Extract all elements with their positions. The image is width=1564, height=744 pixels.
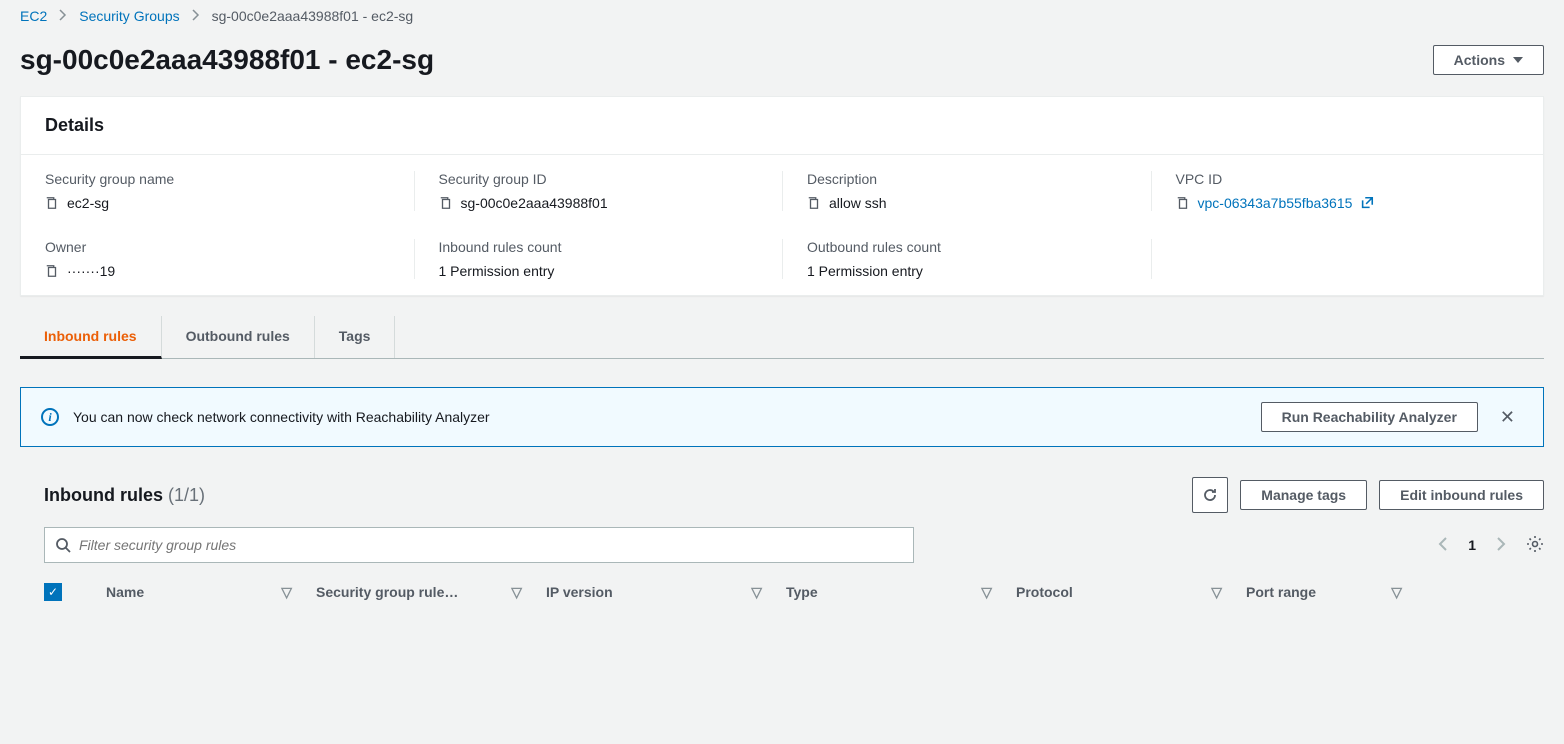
copy-icon[interactable] — [807, 196, 821, 210]
detail-value: 1 Permission entry — [807, 263, 923, 279]
tab-tags[interactable]: Tags — [315, 316, 396, 358]
detail-value: 1 Permission entry — [439, 263, 555, 279]
chevron-right-icon — [192, 8, 200, 24]
search-box[interactable] — [44, 527, 914, 563]
prev-page-button[interactable] — [1434, 532, 1452, 559]
col-protocol[interactable]: Protocol ▽ — [1016, 584, 1246, 601]
copy-icon[interactable] — [1176, 196, 1190, 210]
reachability-banner: i You can now check network connectivity… — [20, 387, 1544, 447]
title-count: (1/1) — [168, 485, 205, 505]
info-icon: i — [41, 408, 59, 426]
actions-label: Actions — [1454, 52, 1505, 68]
detail-label: VPC ID — [1176, 171, 1500, 187]
actions-dropdown[interactable]: Actions — [1433, 45, 1544, 75]
detail-owner: Owner ·······19 — [45, 239, 414, 279]
col-label: Port range — [1246, 584, 1316, 600]
details-panel: Details Security group name ec2-sg Secur… — [20, 96, 1544, 296]
detail-description: Description allow ssh — [782, 171, 1151, 211]
tab-outbound-rules[interactable]: Outbound rules — [162, 316, 315, 358]
col-label: IP version — [546, 584, 613, 600]
col-name[interactable]: Name ▽ — [106, 584, 316, 601]
detail-value: ec2-sg — [67, 195, 109, 211]
search-input[interactable] — [79, 537, 903, 553]
detail-label: Security group name — [45, 171, 394, 187]
breadcrumb: EC2 Security Groups sg-00c0e2aaa43988f01… — [0, 0, 1564, 32]
chevron-right-icon — [59, 8, 67, 24]
table-header-row: ✓ Name ▽ Security group rule… ▽ IP versi… — [20, 575, 1544, 601]
sort-icon: ▽ — [1211, 584, 1222, 601]
detail-label: Outbound rules count — [807, 239, 1131, 255]
tab-inbound-rules[interactable]: Inbound rules — [20, 316, 162, 359]
sort-icon: ▽ — [1391, 584, 1402, 601]
next-page-button[interactable] — [1492, 532, 1510, 559]
copy-icon[interactable] — [439, 196, 453, 210]
col-port-range[interactable]: Port range ▽ — [1246, 584, 1426, 601]
inbound-rules-header: Inbound rules (1/1) Manage tags Edit inb… — [20, 467, 1544, 527]
search-pager-row: 1 — [20, 527, 1544, 575]
table-actions: Manage tags Edit inbound rules — [1192, 477, 1544, 513]
refresh-button[interactable] — [1192, 477, 1228, 513]
banner-message: You can now check network connectivity w… — [73, 409, 1247, 425]
run-reachability-button[interactable]: Run Reachability Analyzer — [1261, 402, 1478, 432]
manage-tags-button[interactable]: Manage tags — [1240, 480, 1367, 510]
detail-label: Inbound rules count — [439, 239, 763, 255]
vpc-link[interactable]: vpc-06343a7b55fba3615 — [1198, 195, 1353, 211]
col-label: Security group rule… — [316, 584, 458, 600]
page-title: sg-00c0e2aaa43988f01 - ec2-sg — [20, 44, 434, 76]
detail-value: ·······19 — [67, 263, 115, 279]
external-link-icon — [1360, 196, 1374, 210]
sort-icon: ▽ — [981, 584, 992, 601]
inbound-rules-section: Inbound rules (1/1) Manage tags Edit inb… — [20, 467, 1544, 601]
col-label: Protocol — [1016, 584, 1073, 600]
tabs: Inbound rules Outbound rules Tags — [20, 316, 1544, 359]
breadcrumb-ec2[interactable]: EC2 — [20, 8, 47, 24]
page-header: sg-00c0e2aaa43988f01 - ec2-sg Actions — [0, 32, 1564, 96]
sort-icon: ▽ — [281, 584, 292, 601]
detail-outbound-count: Outbound rules count 1 Permission entry — [782, 239, 1151, 279]
col-sg-rule[interactable]: Security group rule… ▽ — [316, 584, 546, 601]
detail-inbound-count: Inbound rules count 1 Permission entry — [414, 239, 783, 279]
select-all-checkbox[interactable]: ✓ — [44, 583, 62, 601]
copy-icon[interactable] — [45, 264, 59, 278]
title-text: Inbound rules — [44, 485, 163, 505]
edit-inbound-rules-button[interactable]: Edit inbound rules — [1379, 480, 1544, 510]
col-label: Name — [106, 584, 144, 600]
detail-label: Owner — [45, 239, 394, 255]
details-grid: Security group name ec2-sg Security grou… — [21, 155, 1543, 295]
page-number: 1 — [1468, 537, 1476, 553]
search-icon — [55, 537, 71, 553]
detail-vpc-id: VPC ID vpc-06343a7b55fba3615 — [1151, 171, 1520, 211]
caret-down-icon — [1513, 57, 1523, 63]
copy-icon[interactable] — [45, 196, 59, 210]
detail-value: sg-00c0e2aaa43988f01 — [461, 195, 608, 211]
details-heading: Details — [45, 115, 1519, 136]
refresh-icon — [1201, 486, 1219, 504]
gear-icon — [1526, 535, 1544, 553]
detail-value: allow ssh — [829, 195, 887, 211]
inbound-rules-title: Inbound rules (1/1) — [44, 485, 205, 506]
breadcrumb-security-groups[interactable]: Security Groups — [79, 8, 179, 24]
sort-icon: ▽ — [511, 584, 522, 601]
pager: 1 — [1434, 532, 1544, 559]
detail-label: Description — [807, 171, 1131, 187]
detail-sg-name: Security group name ec2-sg — [45, 171, 414, 211]
col-type[interactable]: Type ▽ — [786, 584, 1016, 601]
detail-label: Security group ID — [439, 171, 763, 187]
breadcrumb-current: sg-00c0e2aaa43988f01 - ec2-sg — [212, 8, 414, 24]
details-header: Details — [21, 97, 1543, 155]
detail-empty — [1151, 239, 1520, 279]
col-label: Type — [786, 584, 818, 600]
detail-sg-id: Security group ID sg-00c0e2aaa43988f01 — [414, 171, 783, 211]
settings-button[interactable] — [1526, 535, 1544, 556]
sort-icon: ▽ — [751, 584, 762, 601]
close-icon[interactable]: ✕ — [1492, 407, 1523, 428]
col-ip-version[interactable]: IP version ▽ — [546, 584, 786, 601]
